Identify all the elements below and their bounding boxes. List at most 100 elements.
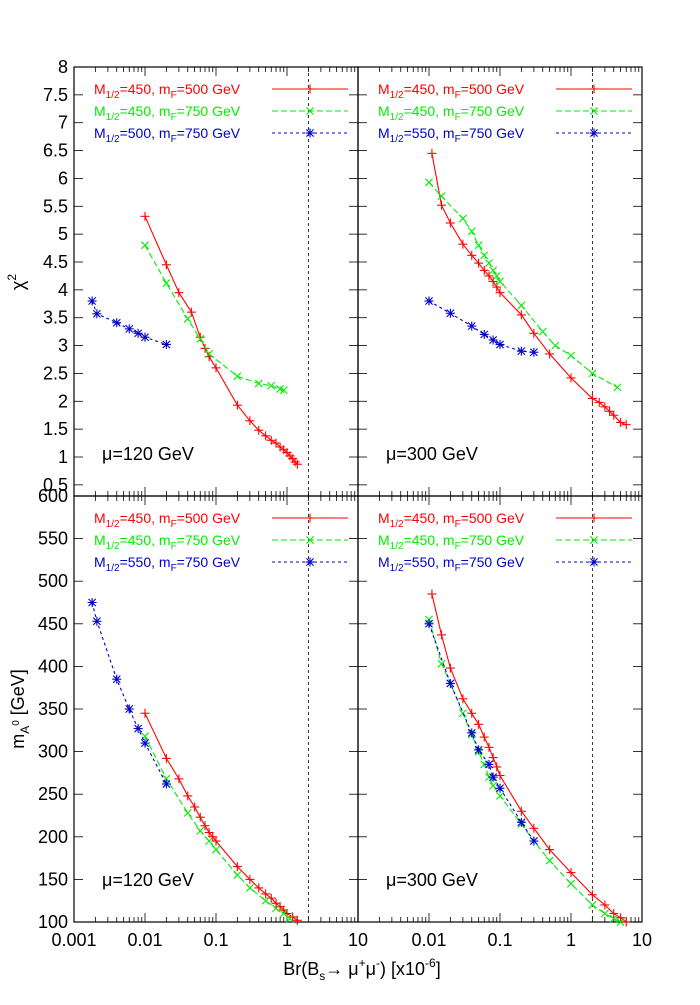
data-point xyxy=(517,301,526,310)
annotation-text: =300 GeV xyxy=(396,870,478,890)
data-point xyxy=(124,704,134,714)
data-point-d2 xyxy=(489,773,498,782)
data-point xyxy=(467,227,476,236)
data-point xyxy=(161,260,171,270)
data-point xyxy=(292,915,302,925)
legend-name-mid: =550, m xyxy=(404,554,455,570)
series-line-2 xyxy=(144,736,291,920)
data-point xyxy=(196,826,205,835)
legend-name-sub2: F xyxy=(171,541,177,552)
data-point xyxy=(272,904,280,913)
data-point xyxy=(458,239,468,249)
legend-swatch-marker-d2 xyxy=(590,129,598,137)
data-point-d2 xyxy=(545,856,554,865)
data-point-d2 xyxy=(141,241,149,250)
legend-label: M1/2=450, mF=500 GeV xyxy=(378,81,525,101)
data-point xyxy=(292,459,302,469)
legend-name-main: M xyxy=(94,532,106,548)
legend-name-sub: 1/2 xyxy=(390,134,404,145)
data-point xyxy=(545,856,554,865)
legend-swatch-marker xyxy=(305,513,315,523)
data-point xyxy=(488,277,498,286)
data-point-d2 xyxy=(125,324,134,333)
legend-swatch-marker xyxy=(305,128,315,138)
data-point-d2 xyxy=(425,297,433,305)
data-point-d2 xyxy=(162,779,171,788)
data-point xyxy=(609,914,618,923)
series-line-1 xyxy=(431,153,627,426)
legend-swatch-marker-d2 xyxy=(590,558,598,566)
data-point xyxy=(267,381,276,390)
data-point xyxy=(186,307,196,317)
data-point xyxy=(133,328,143,338)
data-point-d2 xyxy=(134,329,143,338)
legend-name-sub: 1/2 xyxy=(106,134,120,145)
data-point-d2 xyxy=(245,883,254,892)
data-point xyxy=(516,817,526,827)
x-tick-label: 10 xyxy=(348,930,368,950)
legend-name-mid: =450, m xyxy=(404,532,455,548)
legend-swatch-marker-d2 xyxy=(590,107,598,115)
data-point-d2 xyxy=(458,709,467,718)
data-point xyxy=(587,890,597,900)
legend-name-end: =500 GeV xyxy=(177,510,241,526)
data-point xyxy=(254,425,264,435)
data-point-d2 xyxy=(112,318,121,327)
panel-annotation: μ=120 GeV xyxy=(102,870,194,890)
data-point xyxy=(424,296,434,306)
series-line-2 xyxy=(428,181,618,388)
legend-name-end: =750 GeV xyxy=(177,554,241,570)
legend-swatch-marker-d2 xyxy=(306,129,314,137)
legend-name-mid: =450, m xyxy=(120,510,171,526)
data-point xyxy=(616,918,625,926)
y-tick-label: 8 xyxy=(58,57,68,77)
data-point xyxy=(588,900,597,909)
legend-name-sub: 1/2 xyxy=(390,112,404,123)
data-point-d2 xyxy=(446,679,455,688)
y-tick-label: 4.5 xyxy=(43,252,68,272)
y-tick-label: 350 xyxy=(38,699,68,719)
data-point xyxy=(161,753,171,763)
data-point xyxy=(427,148,437,158)
legend-name-main: M xyxy=(94,510,106,526)
data-point xyxy=(458,214,467,223)
y-tick-label: 3 xyxy=(58,336,68,356)
series-line-1 xyxy=(144,216,298,465)
data-point xyxy=(496,277,504,286)
data-point xyxy=(112,318,122,328)
data-point-d2 xyxy=(485,259,493,268)
legend-name-sub2: F xyxy=(455,112,461,123)
data-point xyxy=(495,288,505,298)
data-point xyxy=(621,420,631,430)
legend-name-sub2: F xyxy=(171,563,177,574)
data-point-d2 xyxy=(112,675,121,684)
data-point xyxy=(479,265,489,275)
data-point-d2 xyxy=(474,241,483,250)
legend-label: M1/2=500, mF=750 GeV xyxy=(94,125,241,145)
data-point xyxy=(285,914,294,923)
y-tick-label: 450 xyxy=(38,614,68,634)
series-line-1 xyxy=(431,593,627,923)
data-point xyxy=(567,879,575,888)
data-point-d2 xyxy=(458,214,467,223)
data-point xyxy=(204,828,214,838)
data-point xyxy=(195,332,205,342)
legend-name-sub2: F xyxy=(455,90,461,101)
series-line-2 xyxy=(144,245,284,391)
xlabel-exp: -6 xyxy=(425,956,436,970)
y-tick-label: 5 xyxy=(58,224,68,244)
legend-swatch-marker xyxy=(589,513,599,523)
y-tick-label: 6 xyxy=(58,168,68,188)
data-point xyxy=(467,728,477,738)
ylabel-bottom-sub: A xyxy=(18,726,32,734)
data-point xyxy=(424,619,434,629)
data-point-d2 xyxy=(233,871,242,880)
y-tick-label: 3.5 xyxy=(43,308,68,328)
y-tick-label: 1.5 xyxy=(43,419,68,439)
legend-swatch-marker xyxy=(306,107,314,115)
data-point xyxy=(484,271,494,281)
data-point xyxy=(566,373,576,383)
data-point-d2 xyxy=(467,322,476,331)
data-point-d2 xyxy=(425,178,433,187)
